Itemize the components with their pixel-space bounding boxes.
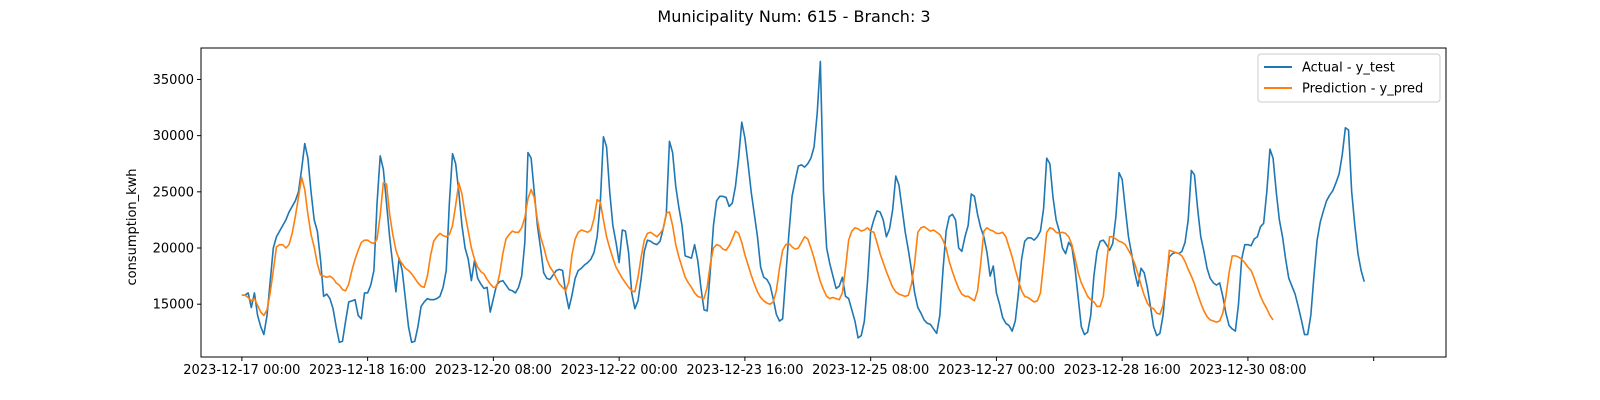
x-tick-label: 2023-12-20 08:00 (435, 363, 552, 378)
x-tick-label: 2023-12-22 00:00 (561, 363, 678, 378)
legend-label: Prediction - y_pred (1302, 82, 1423, 97)
x-tick-label: 2023-12-18 16:00 (309, 363, 426, 378)
x-tick-label: 2023-12-25 08:00 (812, 363, 929, 378)
x-tick-label: 2023-12-28 16:00 (1064, 363, 1181, 378)
x-tick-label: 2023-12-30 08:00 (1189, 363, 1306, 378)
x-tick-label: 2023-12-17 00:00 (183, 363, 300, 378)
legend: Actual - y_test Prediction - y_pred (1257, 53, 1441, 103)
y-tick-label: 20000 (153, 242, 194, 257)
y-tick-label: 30000 (153, 129, 194, 144)
legend-box (1257, 53, 1441, 103)
y-axis-label: consumption_kwh (125, 168, 140, 285)
series-layer (241, 60, 1366, 344)
series-line-prediction (241, 176, 1274, 323)
ticks-layer: 2023-12-17 00:00 2023-12-18 16:00 2023-12-… (153, 73, 1375, 378)
y-tick-label: 35000 (153, 73, 194, 88)
legend-label: Actual - y_test (1302, 61, 1395, 76)
series-line-actual (241, 60, 1366, 344)
y-tick-label: 15000 (153, 298, 194, 313)
x-tick-label: 2023-12-23 16:00 (686, 363, 803, 378)
plot-frame (200, 47, 1447, 358)
y-tick-label: 25000 (153, 185, 194, 200)
chart-title: Municipality Num: 615 - Branch: 3 (657, 7, 930, 26)
x-tick-label: 2023-12-27 00:00 (938, 363, 1055, 378)
